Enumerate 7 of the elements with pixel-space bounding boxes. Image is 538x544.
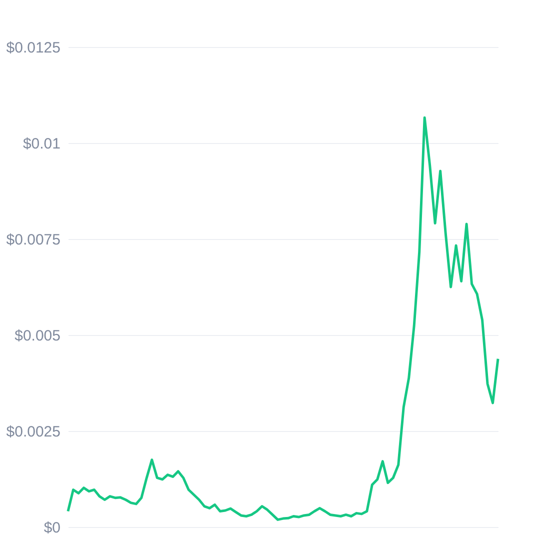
y-tick-label: $0.0075 [6, 232, 60, 248]
y-tick-label: $0.01 [22, 136, 60, 152]
y-tick-label: $0.0125 [6, 40, 60, 56]
y-tick-label: $0.0025 [6, 424, 60, 440]
line-series [66, 116, 500, 521]
y-tick-label: $0.005 [14, 328, 60, 344]
y-tick-label: $0 [44, 520, 60, 536]
